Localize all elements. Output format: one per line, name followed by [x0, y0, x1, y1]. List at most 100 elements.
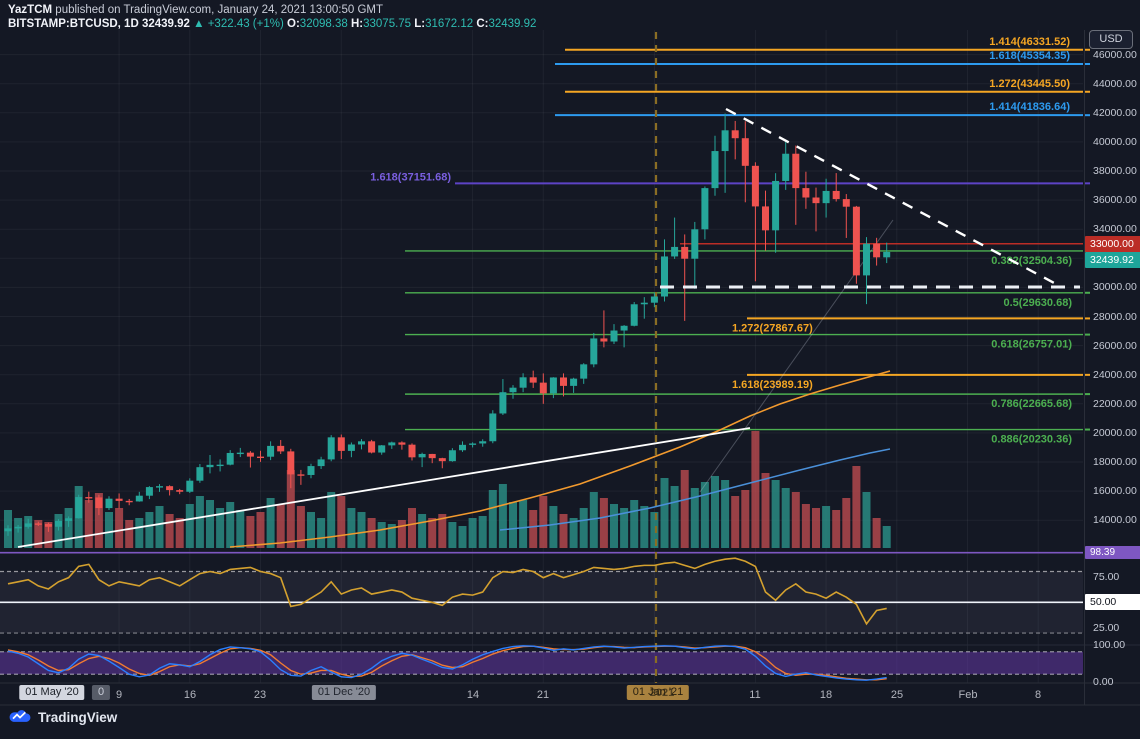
stoch-k-line — [7, 645, 887, 681]
candle — [388, 442, 396, 446]
candle — [883, 251, 891, 258]
last-price: 32439.92 — [141, 18, 190, 30]
candle — [65, 518, 73, 521]
candle — [24, 523, 32, 527]
candle — [135, 495, 143, 502]
candle — [792, 153, 800, 189]
candle — [317, 459, 325, 467]
volume-bar — [145, 512, 154, 548]
candle — [277, 445, 285, 452]
volume-bar — [448, 522, 457, 548]
volume-bar — [579, 508, 588, 548]
candle — [711, 151, 719, 189]
candle — [863, 243, 870, 276]
volume-bar — [862, 492, 871, 548]
candle — [671, 246, 679, 257]
symbol-title: BITSTAMP:BTCUSD, 1D — [8, 18, 139, 30]
candle — [539, 382, 547, 394]
fib-label: 1.618(37151.68) — [370, 171, 451, 183]
volume-bar — [226, 502, 235, 548]
candle — [731, 130, 739, 139]
candle — [236, 452, 244, 455]
candle — [479, 441, 487, 444]
volume-bar — [246, 516, 255, 548]
candle — [398, 442, 406, 445]
candle — [610, 330, 618, 342]
fib-label: 0.786(22665.68) — [991, 398, 1072, 410]
volume-bar — [125, 520, 134, 548]
candle — [216, 464, 224, 467]
volume-bar — [690, 488, 699, 548]
fib-label: 1.618(45354.35) — [989, 50, 1070, 62]
volume-bar — [256, 512, 265, 548]
white-dashed-descending-trendline — [725, 107, 1059, 287]
volume-bar — [397, 520, 406, 548]
candle — [519, 377, 527, 388]
volume-bar — [559, 514, 568, 548]
candle — [156, 486, 163, 488]
candle — [75, 497, 83, 519]
volume-bar — [286, 470, 295, 548]
candle — [782, 153, 790, 181]
volume-bar — [185, 504, 194, 548]
volume-bar — [438, 514, 447, 548]
fib-label: 1.618(23989.19) — [732, 379, 813, 391]
ma-orange-line — [229, 370, 891, 548]
fib-label: 0.886(20230.36) — [991, 434, 1072, 446]
volume-bar — [761, 473, 770, 548]
volume-bar — [175, 518, 184, 548]
candle — [751, 165, 759, 207]
candle — [337, 437, 345, 451]
candle — [509, 387, 517, 393]
high-label: H: — [350, 18, 364, 30]
volume-bar — [741, 490, 750, 548]
candle — [358, 441, 365, 445]
candle — [560, 377, 567, 386]
candle — [661, 256, 668, 297]
currency-unit-button[interactable]: USD — [1089, 30, 1133, 49]
volume-bar — [94, 493, 103, 548]
candle — [650, 296, 658, 303]
brand-name[interactable]: TradingView — [38, 710, 118, 725]
candle — [701, 188, 709, 230]
volume-bar — [519, 500, 528, 548]
candle — [529, 377, 537, 383]
stoch-band — [0, 651, 1083, 675]
volume-bar — [498, 484, 507, 548]
candle — [55, 520, 62, 527]
volume-bar — [670, 486, 679, 548]
candle — [115, 498, 123, 501]
candle — [741, 138, 749, 166]
candle — [307, 466, 315, 475]
volume-bar — [54, 514, 63, 548]
candle — [34, 523, 42, 525]
candle — [469, 443, 477, 445]
fib-label: 1.272(43445.50) — [989, 78, 1070, 90]
candle — [438, 458, 446, 462]
fib-label: 0.5(29630.68) — [1004, 297, 1073, 309]
tradingview-logo-icon[interactable] — [8, 709, 32, 726]
symbol-line: BITSTAMP:BTCUSD, 1D 32439.92 ▲ +322.43 (… — [8, 17, 536, 31]
fib-label: 1.272(27867.67) — [732, 322, 813, 334]
candle — [378, 445, 386, 453]
candle — [257, 456, 264, 459]
candle — [691, 229, 699, 259]
volume-bar — [529, 510, 538, 548]
volume-bar — [640, 506, 649, 548]
volume-bar — [680, 470, 689, 548]
volume-bar — [599, 498, 608, 548]
candle — [852, 206, 860, 276]
volume-bar — [721, 480, 730, 548]
candle — [762, 206, 769, 231]
volume-bar — [569, 518, 578, 548]
volume-bar — [276, 504, 285, 548]
volume-bar — [791, 492, 800, 548]
volume-bar — [84, 500, 93, 548]
volume-bar — [620, 508, 629, 548]
volume-bar — [468, 518, 477, 548]
candle — [347, 444, 355, 451]
candle — [842, 199, 850, 207]
ma-blue-line — [499, 448, 891, 531]
volume-bar — [630, 500, 639, 548]
